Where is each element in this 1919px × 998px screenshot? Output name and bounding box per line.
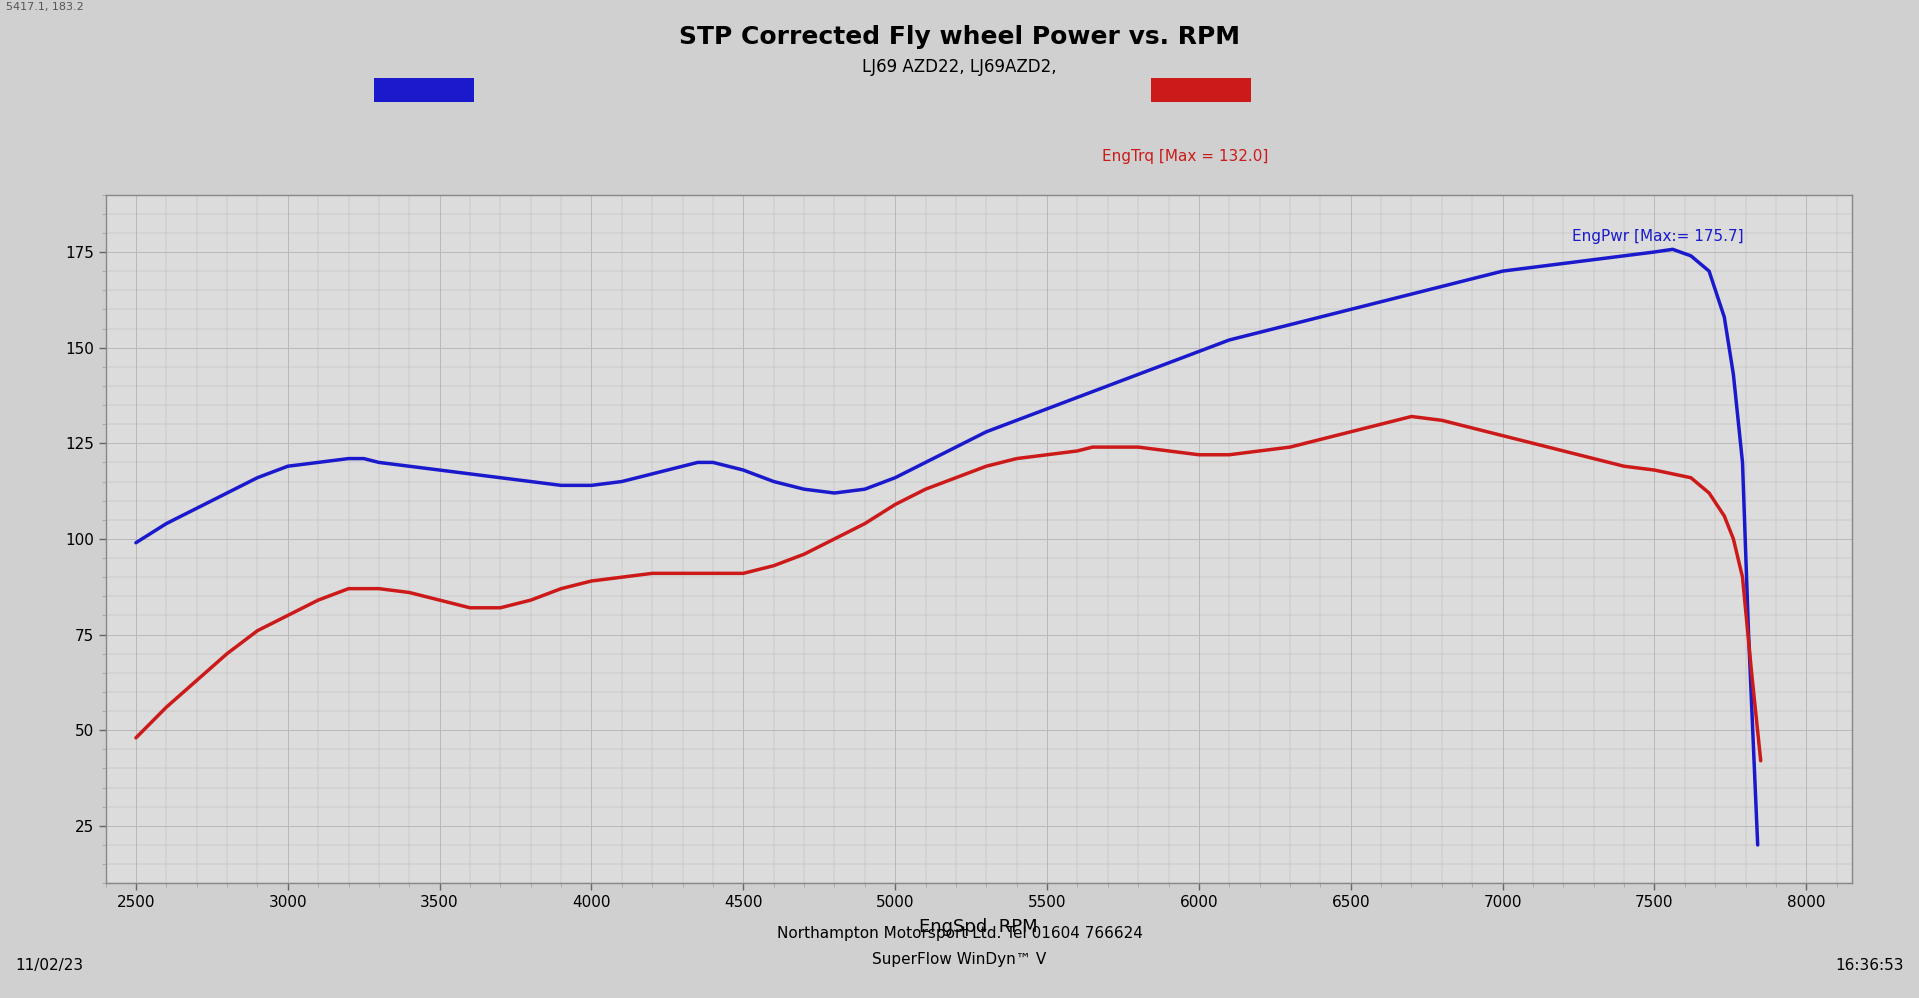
- Text: LJ69 AZD22, LJ69AZD2,: LJ69 AZD22, LJ69AZD2,: [862, 58, 1057, 76]
- Text: 5417.1, 183.2: 5417.1, 183.2: [6, 2, 84, 12]
- Text: EngTrq [Max = 132.0]: EngTrq [Max = 132.0]: [1102, 149, 1268, 164]
- Text: EngPwr [Max:= 175.7]: EngPwr [Max:= 175.7]: [1572, 230, 1744, 245]
- Text: 11/02/23: 11/02/23: [15, 958, 84, 973]
- Text: Northampton Motorsport Ltd. Tel 01604 766624: Northampton Motorsport Ltd. Tel 01604 76…: [777, 926, 1142, 941]
- Text: 16:36:53: 16:36:53: [1835, 958, 1904, 973]
- Text: SuperFlow WinDyn™ V: SuperFlow WinDyn™ V: [873, 952, 1046, 967]
- X-axis label: EngSpd  RPM: EngSpd RPM: [919, 918, 1038, 936]
- Text: STP Corrected Fly wheel Power vs. RPM: STP Corrected Fly wheel Power vs. RPM: [679, 25, 1240, 49]
